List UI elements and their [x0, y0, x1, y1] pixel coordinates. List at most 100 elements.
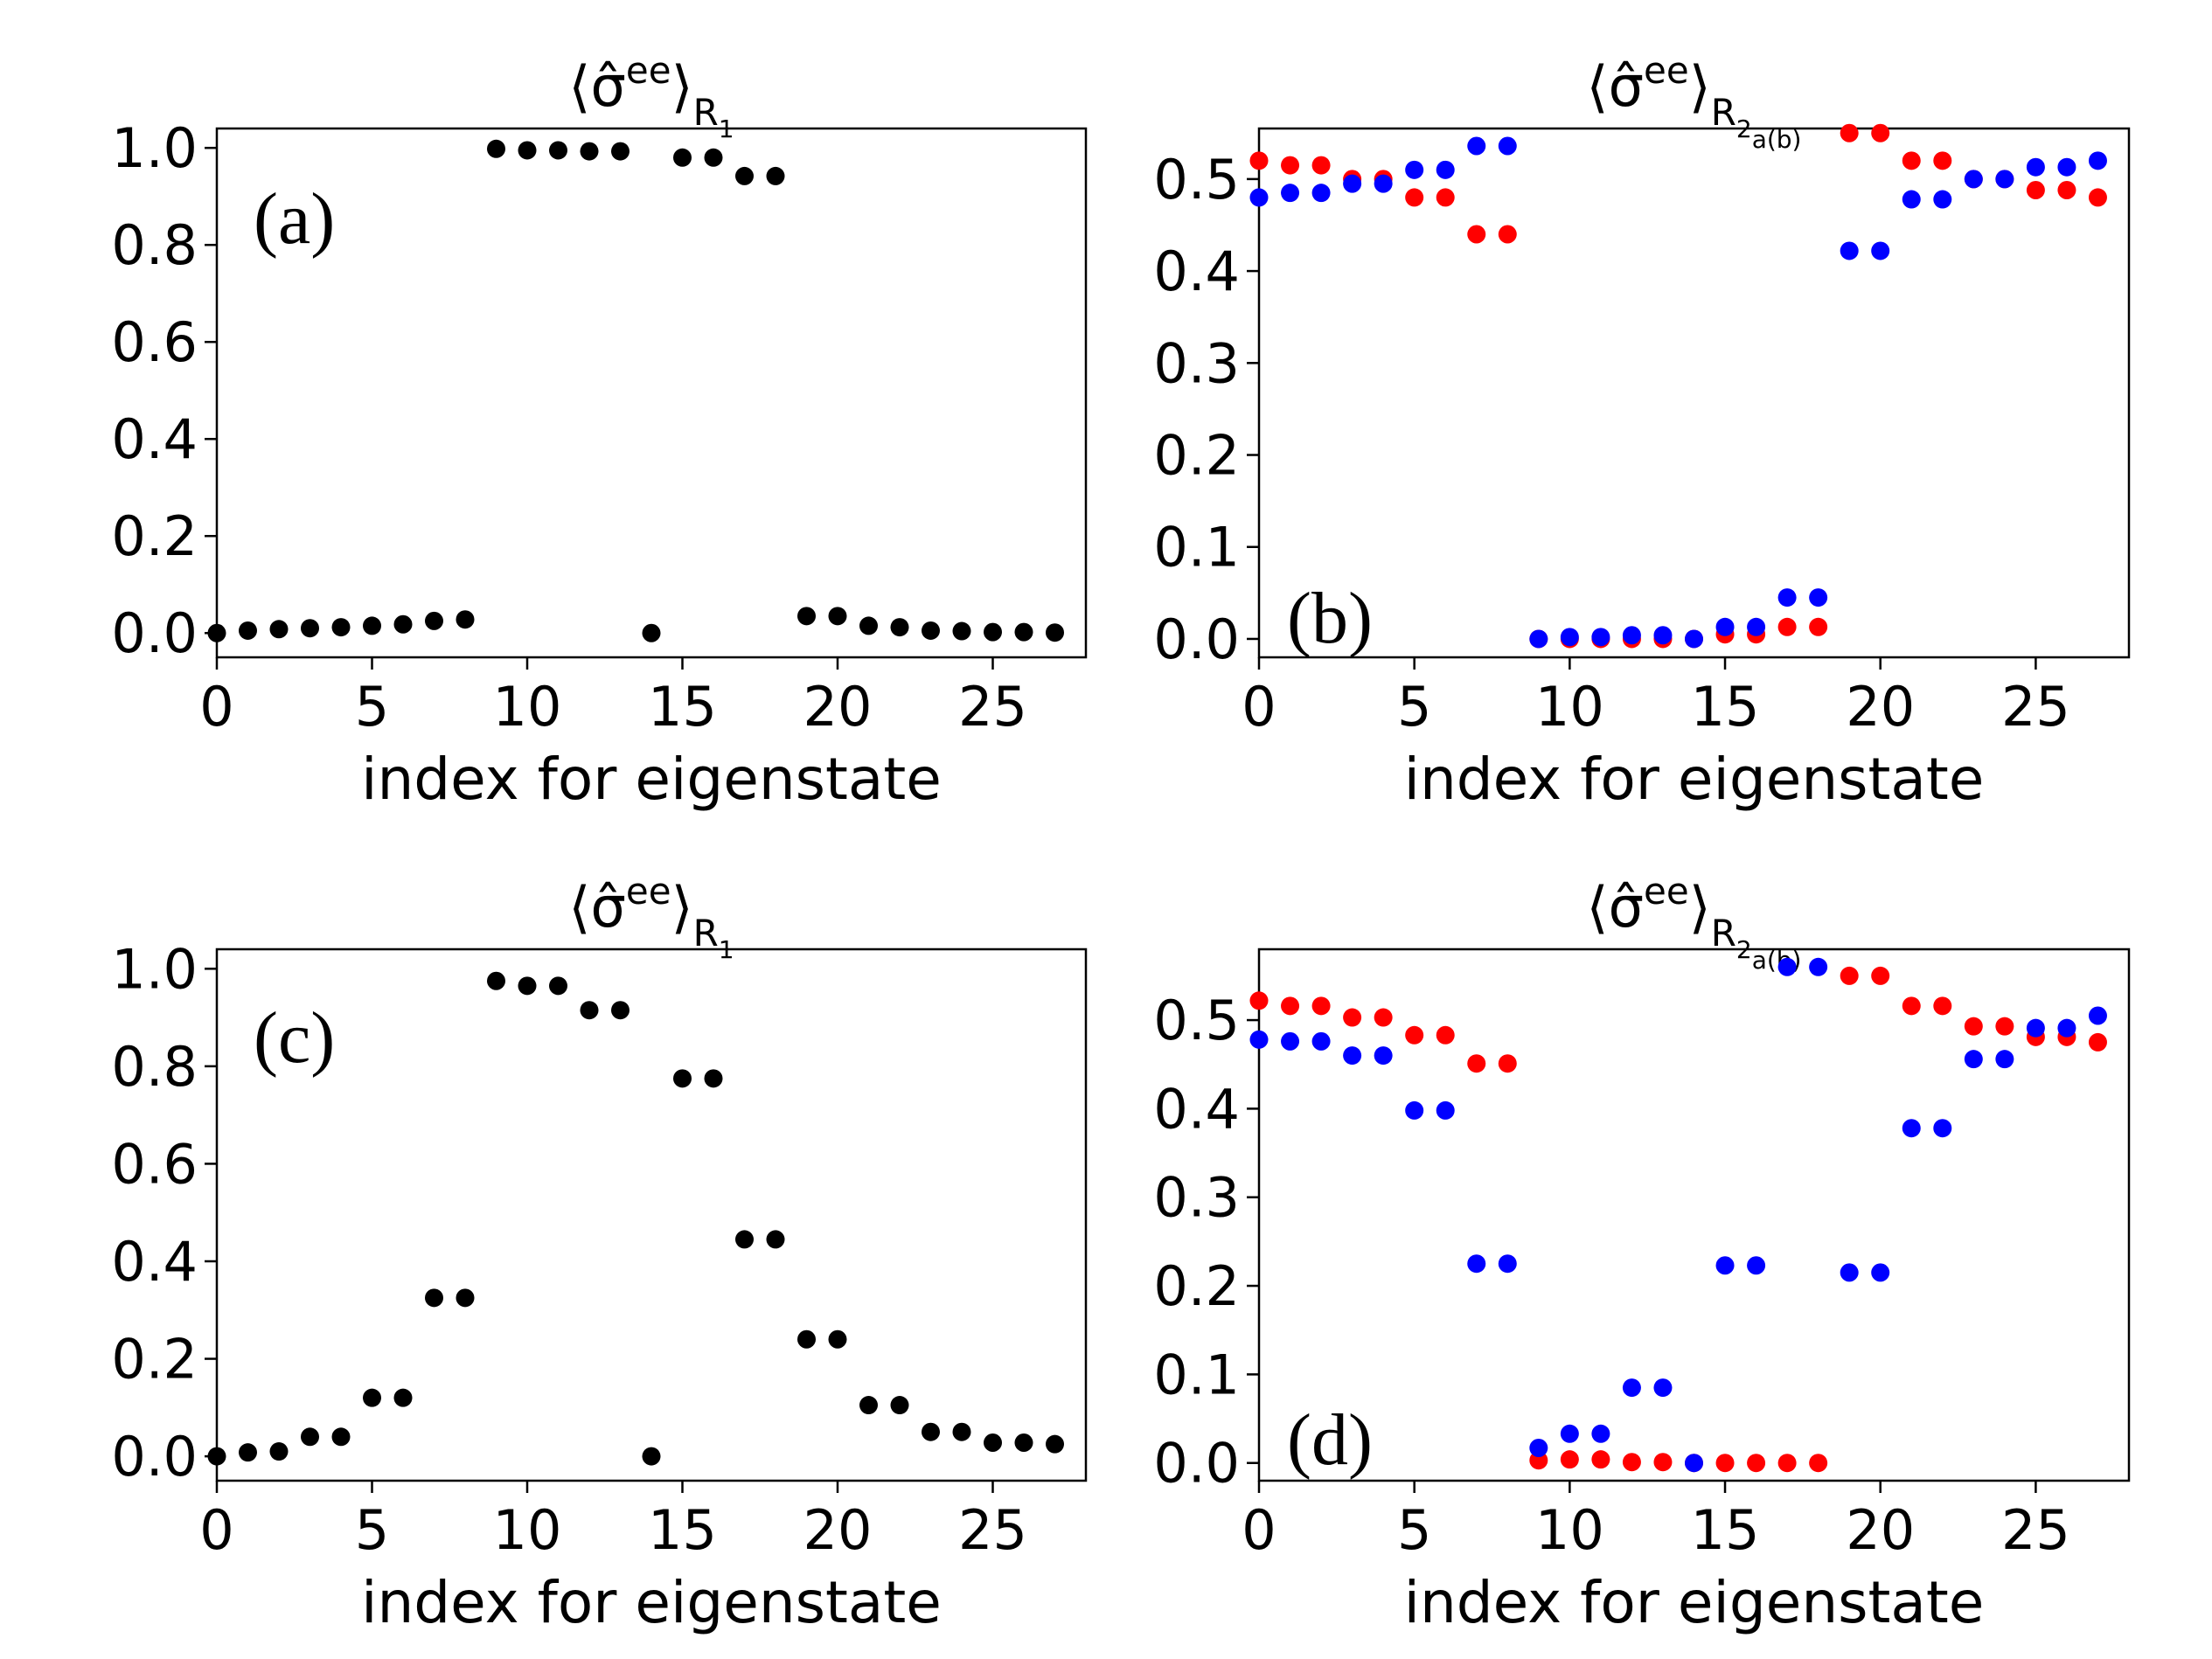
data-point-R1	[363, 1388, 381, 1407]
title-subsubsub: a(b)	[1752, 125, 1802, 154]
data-point-R2b	[1964, 170, 1983, 189]
data-point-R2b	[1249, 1030, 1269, 1049]
data-point-R2a	[1281, 996, 1300, 1016]
x-tick-label: 15	[1691, 675, 1760, 739]
title-sub: R	[1711, 91, 1736, 134]
x-tick-label: 25	[2001, 675, 2070, 739]
title-subsub: 2	[1736, 115, 1752, 143]
data-point-R2b	[1281, 184, 1300, 203]
x-tick-label: 0	[199, 675, 233, 739]
data-point-R2b	[1311, 1031, 1331, 1051]
data-point-R1	[269, 1442, 289, 1461]
panel-label: (c)	[254, 997, 335, 1079]
data-point-R2a	[1405, 188, 1424, 207]
data-point-R2a	[1933, 151, 1952, 170]
data-point-R2b	[1777, 588, 1797, 607]
title-prefix: ⟨σ̂	[568, 55, 626, 120]
data-point-R1	[704, 148, 723, 167]
data-point-R2a	[1902, 996, 1921, 1016]
data-point-R2a	[1933, 996, 1952, 1016]
data-point-R2a	[1374, 1008, 1393, 1027]
data-point-R2a	[1840, 123, 1859, 142]
y-tick-label: 0.6	[111, 310, 198, 374]
title-sub: R	[693, 91, 719, 134]
chart-title: ⟨σ̂ee⟩R2a(b)	[1587, 870, 1802, 975]
x-axis-label: index for eigenstate	[1404, 746, 1985, 813]
x-tick-label: 5	[1397, 675, 1431, 739]
panel-label: (b)	[1287, 578, 1373, 659]
data-point-R2b	[1809, 957, 1828, 976]
data-point-R1	[766, 166, 785, 185]
y-tick-label: 0.5	[1153, 148, 1240, 212]
data-point-R1	[363, 616, 381, 635]
y-tick-label: 0.2	[1153, 1254, 1240, 1318]
data-point-R1	[393, 614, 413, 634]
y-tick-label: 0.3	[1153, 1166, 1240, 1230]
title-prefix: ⟨σ̂	[568, 876, 626, 941]
data-point-R1	[642, 623, 661, 642]
data-point-R2b	[1560, 628, 1579, 647]
x-tick-label: 0	[1242, 1498, 1276, 1562]
data-point-R1	[890, 618, 909, 637]
data-point-R2b	[1374, 1046, 1393, 1066]
data-point-R2a	[2088, 1032, 2107, 1052]
series-R1	[207, 971, 1064, 1466]
data-point-R2b	[1436, 1100, 1455, 1120]
data-point-R2b	[1249, 188, 1269, 207]
data-point-R2b	[1747, 1256, 1766, 1275]
data-point-R2b	[1560, 1424, 1579, 1443]
data-point-R1	[301, 619, 319, 638]
title-subsub: 2	[1736, 935, 1752, 964]
data-point-R1	[580, 142, 599, 161]
data-point-R2b	[1498, 1254, 1517, 1274]
plot-frame	[215, 948, 1088, 1482]
title-prefix: ⟨σ̂	[1587, 55, 1645, 120]
data-point-R1	[1046, 1434, 1064, 1454]
title-sup: ee	[1644, 870, 1689, 913]
x-tick-label: 10	[493, 1498, 562, 1562]
data-point-R2a	[1281, 156, 1300, 175]
plot-frame	[215, 127, 1088, 659]
data-point-R2a	[1249, 151, 1269, 170]
x-tick-label: 0	[199, 1498, 233, 1562]
series-R2a	[1249, 123, 2107, 649]
y-tick-label: 0.6	[111, 1132, 198, 1196]
data-point-R1	[549, 141, 567, 160]
x-tick-label: 25	[958, 675, 1027, 739]
data-point-R2b	[1715, 1256, 1735, 1275]
data-point-R1	[984, 1433, 1002, 1452]
data-point-R2b	[1715, 617, 1735, 636]
data-point-R1	[704, 1069, 723, 1088]
data-point-R1	[735, 1230, 754, 1249]
data-point-R1	[207, 623, 226, 642]
x-tick-label: 5	[355, 675, 389, 739]
data-point-R2b	[1685, 1454, 1703, 1473]
title-sup: ee	[626, 49, 671, 92]
data-point-R1	[859, 1396, 878, 1415]
data-point-R2a	[2057, 180, 2076, 199]
data-point-R2a	[1809, 617, 1828, 636]
data-point-R2a	[2088, 188, 2107, 207]
y-tick-label: 0.4	[111, 1230, 198, 1294]
data-point-R2a	[1591, 1450, 1610, 1469]
data-point-R2a	[1467, 225, 1486, 244]
x-tick-label: 10	[493, 675, 562, 739]
data-point-R2b	[1374, 174, 1393, 193]
x-axis-label: index for eigenstate	[361, 746, 942, 813]
data-point-R1	[673, 1069, 692, 1088]
x-tick-label: 5	[1397, 1498, 1431, 1562]
data-point-R2a	[1777, 617, 1797, 636]
x-tick-label: 15	[648, 1498, 717, 1562]
data-point-R1	[269, 620, 289, 639]
data-point-R2b	[1343, 1046, 1362, 1066]
data-point-R2a	[1840, 966, 1859, 985]
data-point-R2b	[1933, 190, 1952, 209]
data-point-R2b	[1405, 1100, 1424, 1120]
data-point-R2a	[1777, 1454, 1797, 1473]
data-point-R2b	[1840, 241, 1859, 260]
title-close: ⟩	[1689, 876, 1711, 941]
y-tick-label: 0.0	[1153, 1432, 1240, 1496]
data-point-R1	[456, 1288, 475, 1308]
